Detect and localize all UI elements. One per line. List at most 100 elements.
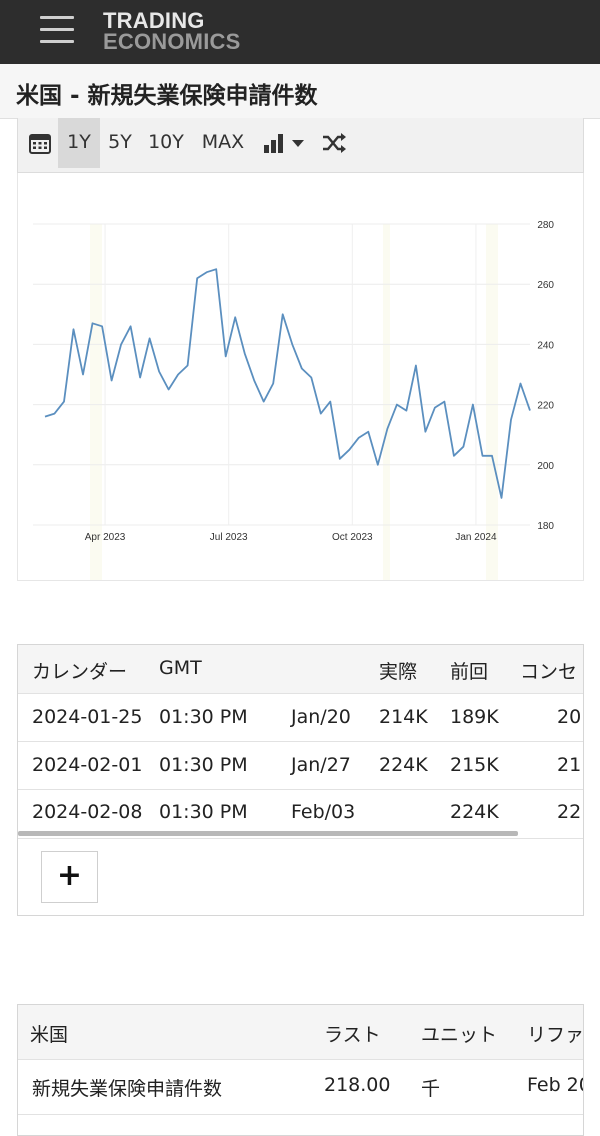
data-point: [263, 401, 265, 403]
data-point: [434, 407, 436, 409]
calendar-table-header: カレンダー GMT 実際 前回 コンセ: [18, 645, 583, 694]
row-time: 01:30 PM: [159, 754, 248, 776]
page-title: 米国 - 新規失業保険申請件数: [16, 83, 318, 109]
data-point: [310, 377, 312, 379]
data-point: [272, 383, 274, 385]
data-point: [168, 389, 170, 391]
row-reference: Jan/20: [291, 706, 351, 728]
table-row: 2024-02-08 01:30 PM Feb/03 224K 22: [18, 789, 583, 837]
range-5y-button[interactable]: 5Y: [108, 131, 132, 153]
data-point: [92, 322, 94, 324]
data-point: [196, 277, 198, 279]
row-reference: Jan/27: [291, 754, 351, 776]
hamburger-menu-icon[interactable]: [40, 16, 74, 46]
data-point: [462, 446, 464, 448]
y-tick-label: 220: [537, 401, 554, 412]
header-unit: ユニット: [421, 1024, 498, 1046]
y-tick-label: 180: [537, 521, 554, 532]
table-row: 新規失業保険申請件数 218.00 千 Feb 20: [18, 1060, 583, 1115]
data-point: [320, 413, 322, 415]
header-previous: 前回: [450, 661, 489, 683]
data-point: [529, 410, 531, 412]
summary-table-header: 米国 ラスト ユニット リファ: [18, 1005, 583, 1060]
data-point: [405, 410, 407, 412]
chart-band: [383, 224, 390, 580]
data-point: [377, 464, 379, 466]
header-last: ラスト: [324, 1024, 381, 1046]
range-10y-button[interactable]: 10Y: [148, 131, 184, 153]
data-point: [301, 367, 303, 369]
data-point: [339, 458, 341, 460]
data-point: [225, 355, 227, 357]
summary-reference: Feb 20: [527, 1074, 583, 1096]
data-point: [481, 455, 483, 457]
data-point: [120, 343, 122, 345]
table-row: 2024-01-25 01:30 PM Jan/20 214K 189K 20: [18, 693, 583, 742]
add-more-button[interactable]: +: [41, 851, 98, 903]
chart-band: [90, 224, 102, 580]
top-navbar: TRADING ECONOMICS: [0, 0, 600, 64]
summary-unit: 千: [421, 1078, 441, 1100]
data-point: [158, 370, 160, 372]
data-point: [291, 343, 293, 345]
y-tick-label: 240: [537, 340, 554, 351]
calendar-table: カレンダー GMT 実際 前回 コンセ 2024-01-25 01:30 PM …: [17, 644, 584, 916]
data-point: [206, 271, 208, 273]
shuffle-icon[interactable]: [316, 118, 352, 168]
horizontal-scrollbar[interactable]: [18, 831, 518, 836]
row-previous: 189K: [450, 706, 499, 728]
range-max-button[interactable]: MAX: [201, 131, 245, 153]
data-point: [63, 401, 65, 403]
row-date: 2024-01-25: [32, 706, 143, 728]
header-gmt: GMT: [159, 657, 202, 679]
data-point: [111, 380, 113, 382]
data-point: [519, 383, 521, 385]
line-chart: 180 200 220 240 260 280 Apr 2023 Jul 2023 Oct 20…: [33, 220, 554, 580]
row-time: 01:30 PM: [159, 801, 248, 823]
data-point: [491, 455, 493, 457]
header-consensus: コンセ: [520, 661, 578, 683]
data-point: [386, 428, 388, 430]
row-previous: 215K: [450, 754, 499, 776]
row-actual: 214K: [379, 706, 428, 728]
chart-toolbar: 1Y 5Y 10Y MAX: [17, 118, 584, 173]
data-point: [424, 431, 426, 433]
logo-line-2: ECONOMICS: [103, 29, 241, 54]
logo-line-1: TRADING: [103, 8, 205, 33]
data-point: [187, 364, 189, 366]
site-logo[interactable]: TRADING ECONOMICS: [103, 8, 241, 54]
chart-type-dropdown[interactable]: [258, 118, 310, 168]
x-tick-label: Jan 2024: [455, 532, 497, 543]
data-point: [510, 419, 512, 421]
chart-container: 180 200 220 240 260 280 Apr 2023 Jul 2023 Oct 20…: [17, 173, 584, 581]
data-point: [44, 416, 46, 418]
data-point: [472, 404, 474, 406]
header-country: 米国: [30, 1024, 69, 1046]
y-tick-label: 280: [537, 220, 554, 231]
data-point: [358, 437, 360, 439]
bar-chart-icon: [264, 134, 283, 153]
row-actual: 224K: [379, 754, 428, 776]
summary-indicator-link[interactable]: 新規失業保険申請件数: [32, 1078, 223, 1100]
data-point: [54, 413, 56, 415]
calendar-icon[interactable]: [22, 118, 58, 168]
header-reference: リファ: [527, 1024, 584, 1046]
data-point: [130, 325, 132, 327]
data-point: [101, 325, 103, 327]
data-point: [367, 431, 369, 433]
data-point: [215, 268, 217, 270]
row-consensus: 22: [557, 801, 582, 823]
title-bar: 米国 - 新規失業保険申請件数: [0, 64, 600, 119]
row-consensus: 21: [557, 754, 582, 776]
row-reference: Feb/03: [291, 801, 356, 823]
y-tick-label: 200: [537, 461, 554, 472]
chart-band: [486, 224, 498, 580]
range-1y-button[interactable]: 1Y: [58, 118, 100, 168]
data-point: [500, 497, 502, 499]
data-point: [453, 455, 455, 457]
x-tick-label: Oct 2023: [332, 532, 373, 543]
table-row: 2024-02-01 01:30 PM Jan/27 224K 215K 21: [18, 741, 583, 790]
x-tick-label: Jul 2023: [210, 532, 248, 543]
data-point: [82, 374, 84, 376]
x-tick-label: Apr 2023: [85, 532, 126, 543]
